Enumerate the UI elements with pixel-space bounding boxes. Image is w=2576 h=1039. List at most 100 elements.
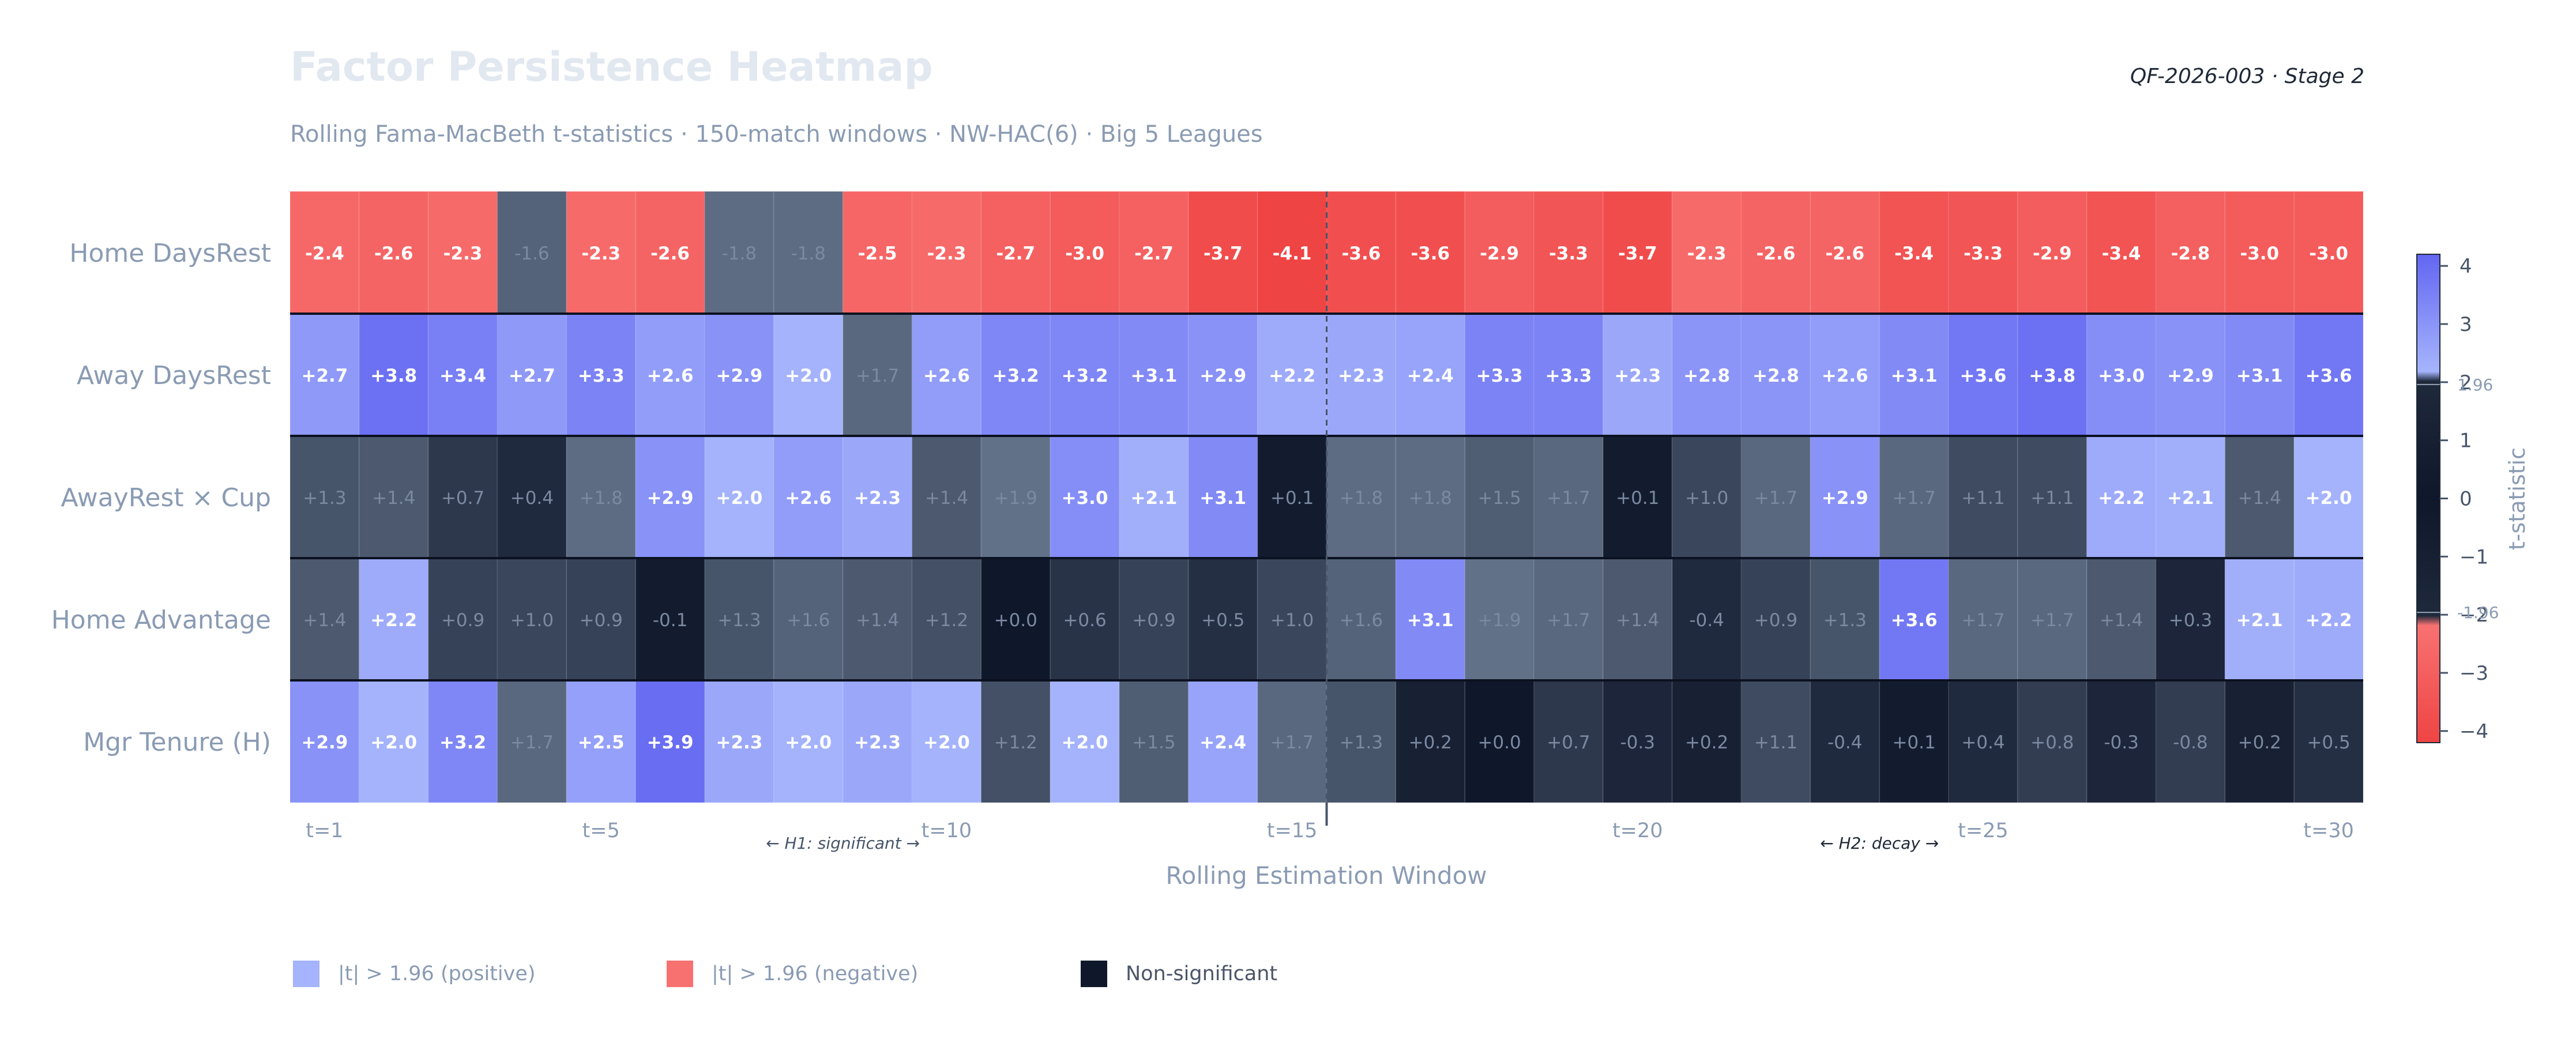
hypothesis-annotations: ← H1: significant → ← H2: decay → [766,191,1939,853]
heatmap-cell [773,191,844,314]
heatmap-cell [2293,558,2364,681]
cell-value-label: -3.0 [2309,243,2348,264]
cell-value-label: +3.0 [1062,488,1108,509]
heatmap-cell [2155,558,2226,681]
cell-value-label: -3.4 [1894,243,1934,264]
cell-value-label: +2.0 [785,732,832,753]
cell-value-label: +1.7 [1961,610,2005,631]
colorbar-threshold-label: 1.96 [2457,375,2493,394]
cell-value-label: +0.0 [1477,732,1521,753]
heatmap-cell [1671,680,1742,803]
cell-value-label: +1.0 [1270,610,1314,631]
heatmap-cell [497,191,567,314]
cell-value-label: +0.9 [441,610,484,631]
cell-value-label: -0.3 [1620,732,1656,753]
heatmap-cell [1395,558,1466,681]
cell-value-label: +1.6 [787,610,830,631]
cell-value-label: -2.9 [1480,243,1519,264]
heatmap-cell [2224,191,2295,314]
heatmap-cell [704,435,774,559]
cell-value-label: -2.5 [858,243,897,264]
colorbar: 4 3 2 1 0 −1 −2 −3 −4 1.96 -1.96 [2416,254,2499,743]
cell-value-label: +1.2 [994,732,1037,753]
cell-value-label: +2.1 [2167,488,2214,509]
cell-value-label: +2.3 [854,488,901,509]
heatmap-cell [1602,191,1673,314]
heatmap-cell [1326,435,1397,559]
heatmap-cell [980,435,1051,559]
heatmap-cell [2086,191,2157,314]
colorbar-tick-label: −2 [2460,604,2488,627]
colorbar-tick-label: 2 [2460,371,2472,394]
heatmap-cell [1810,558,1881,681]
cell-value-label: -3.0 [1065,243,1104,264]
cell-value-label: +0.1 [1270,488,1314,509]
heatmap-cell [497,680,567,803]
cell-value-label: -2.7 [996,243,1035,264]
cell-value-label: +2.3 [854,732,901,753]
heatmap-cell [2293,680,2364,803]
cell-value-label: +1.4 [303,610,346,631]
cell-value-label: -3.4 [2102,243,2141,264]
cell-value-label: +1.3 [1340,732,1383,753]
legend-positive-label: |t| > 1.96 (positive) [338,962,536,985]
cell-value-label: +0.9 [1754,610,1797,631]
cell-value-label: +2.2 [1269,366,1315,386]
legend-nonsig-label: Non-significant [1126,962,1278,985]
x-tick-label: t=25 [1958,819,2009,842]
heatmap-cell [1257,680,1328,803]
cell-value-label: +1.6 [1340,610,1383,631]
heatmap-cell [566,191,637,314]
legend-negative-swatch [667,961,693,987]
heatmap-cell [1879,680,1949,803]
cell-value-label: +2.6 [785,488,832,509]
heatmap-cell [1187,558,1258,681]
cell-value-label: +1.4 [372,488,415,509]
heatmap-cell [566,558,637,681]
heatmap-cell [1395,191,1466,314]
x-tick-label: t=5 [582,819,620,842]
heatmap-cell [1533,680,1604,803]
cell-value-label: +2.0 [716,488,762,509]
heatmap-cell [704,313,774,436]
heatmap-cell [1671,191,1742,314]
heatmap-cell [1810,313,1881,436]
heatmap-cell [773,313,844,436]
x-tick-label: t=10 [922,819,972,842]
cell-value-label: +2.9 [1822,488,1868,509]
heatmap-cell [1740,558,1811,681]
colorbar-threshold-label: -1.96 [2457,603,2499,622]
cell-value-label: +2.6 [923,366,970,386]
heatmap-cell [2086,435,2157,559]
heatmap-cell [1533,558,1604,681]
cell-value-label: +2.3 [1614,366,1661,386]
cell-value-label: +0.0 [994,610,1037,631]
heatmap-cell [635,680,706,803]
cell-value-label: +0.2 [1409,732,1452,753]
heatmap-cell [773,558,844,681]
cell-value-label: +1.0 [1685,488,1728,509]
cell-value-label: +2.0 [923,732,970,753]
cell-value-label: +1.7 [2030,610,2074,631]
cell-value-label: +2.9 [647,488,694,509]
heatmap-cell [980,313,1051,436]
x-axis-ticks: t=1 t=5 t=10 t=15 t=20 t=25 t=30 [306,819,2354,842]
cell-value-label: -0.8 [2173,732,2208,753]
page-subtitle: Rolling Fama-MacBeth t-statistics · 150-… [290,121,1263,148]
cell-value-label: +3.2 [439,732,486,753]
cell-value-label: +2.3 [1338,366,1385,386]
cell-value-label: -2.4 [305,243,344,264]
cell-value-label: -3.0 [2240,243,2279,264]
cell-value-label: +0.4 [510,488,554,509]
heatmap-cell [911,435,982,559]
cell-value-label: +0.3 [2169,610,2212,631]
heatmap-cell [2086,680,2157,803]
cell-value-label: -2.6 [1825,243,1864,264]
cell-value-label: +0.7 [1547,732,1590,753]
heatmap-cell [427,191,498,314]
cell-value-label: +2.1 [2236,610,2283,631]
heatmap-cell [1050,558,1120,681]
cell-value-label: -2.3 [581,243,621,264]
cell-value-label: +3.3 [1545,366,1592,386]
cell-value-label: -0.4 [1827,732,1863,753]
